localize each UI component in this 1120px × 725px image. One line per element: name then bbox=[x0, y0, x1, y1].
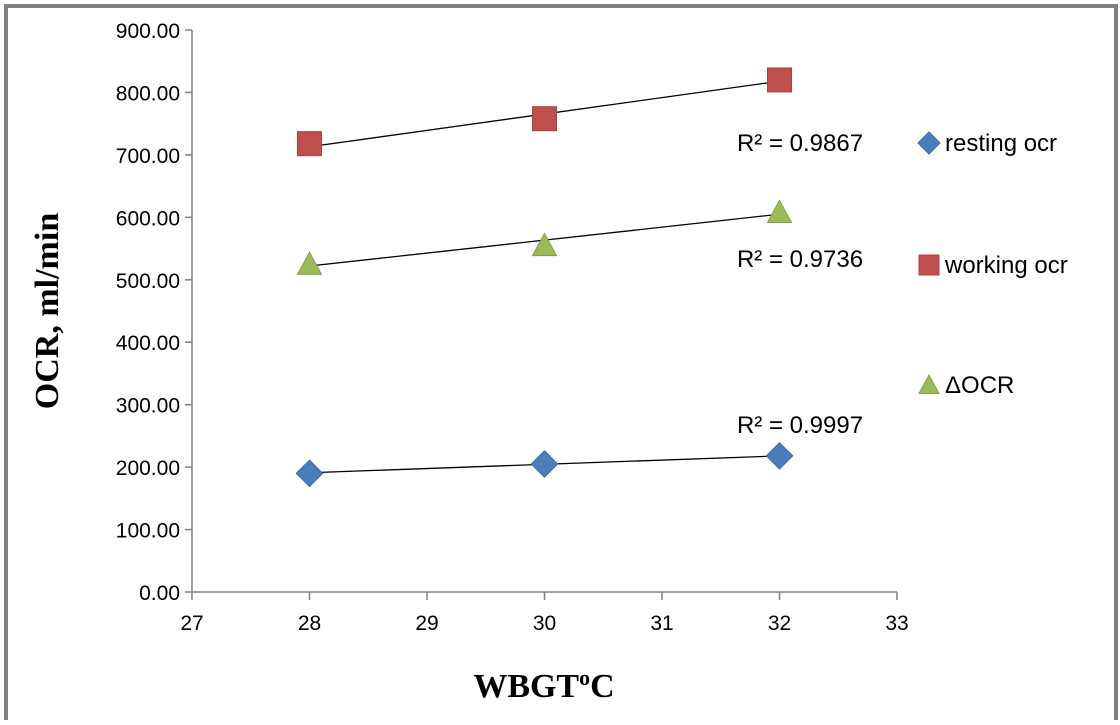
data-point bbox=[765, 441, 794, 470]
y-axis-ticks: 0.00 100.00 200.00 300.00 400.00 500.00 600.00… bbox=[116, 20, 192, 605]
x-tick-label: 32 bbox=[768, 612, 791, 635]
r-squared-label: R² = 0.9867 bbox=[737, 130, 863, 157]
y-tick-label: 900.00 bbox=[116, 20, 180, 43]
legend-label: ΔOCR bbox=[945, 372, 1014, 399]
y-tick-label: 100.00 bbox=[116, 520, 180, 543]
data-point bbox=[297, 131, 322, 157]
chart-border bbox=[4, 4, 1118, 724]
x-tick-label: 27 bbox=[180, 612, 203, 635]
data-point bbox=[766, 199, 793, 224]
data-point bbox=[530, 450, 559, 478]
x-tick-label: 30 bbox=[533, 612, 556, 635]
x-tick-label: 29 bbox=[415, 612, 438, 635]
data-markers bbox=[295, 67, 794, 488]
legend-label: working ocr bbox=[944, 252, 1068, 279]
y-tick-label: 300.00 bbox=[116, 395, 180, 418]
y-tick-label: 800.00 bbox=[116, 82, 180, 105]
legend-label: resting ocr bbox=[945, 130, 1057, 157]
legend-marker bbox=[917, 131, 941, 155]
x-axis-ticks: 27 28 29 30 31 32 33 bbox=[180, 592, 909, 635]
r-squared-labels: R² = 0.9997 R² = 0.9867 R² = 0.9736 bbox=[737, 130, 863, 439]
x-tick-label: 31 bbox=[650, 612, 673, 635]
data-point bbox=[531, 232, 558, 257]
data-point bbox=[295, 459, 324, 488]
y-tick-label: 400.00 bbox=[116, 332, 180, 355]
y-tick-label: 700.00 bbox=[116, 145, 180, 168]
y-tick-label: 600.00 bbox=[116, 207, 180, 230]
x-tick-label: 33 bbox=[885, 612, 908, 635]
y-tick-label: 0.00 bbox=[139, 582, 180, 605]
data-point bbox=[767, 67, 792, 93]
y-axis-title: OCR, ml/min bbox=[29, 213, 66, 410]
legend-marker bbox=[918, 373, 940, 394]
r-squared-label: R² = 0.9997 bbox=[737, 412, 863, 439]
y-tick-label: 200.00 bbox=[116, 457, 180, 480]
y-tick-label: 500.00 bbox=[116, 270, 180, 293]
data-point bbox=[296, 251, 323, 275]
legend: resting ocr working ocr ΔOCR bbox=[917, 130, 1068, 399]
r-squared-label: R² = 0.9736 bbox=[737, 246, 863, 273]
data-point bbox=[532, 106, 557, 132]
legend-marker bbox=[918, 254, 940, 276]
x-axis-title: WBGToC bbox=[473, 665, 614, 705]
x-tick-label: 28 bbox=[298, 612, 321, 635]
